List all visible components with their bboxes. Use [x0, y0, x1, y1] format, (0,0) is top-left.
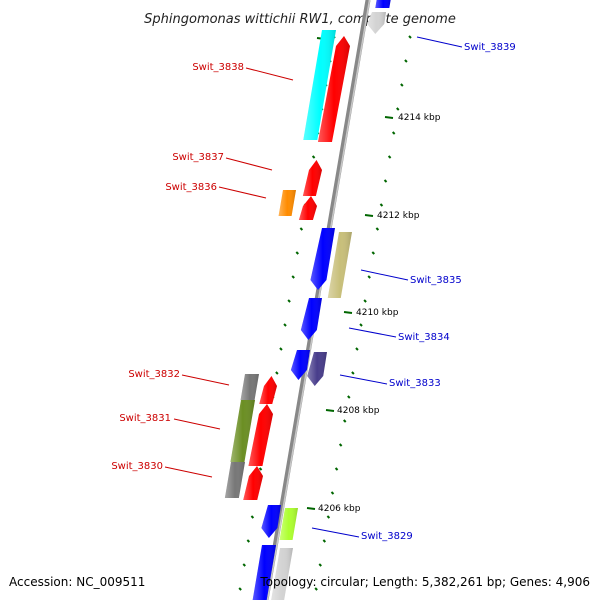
- gene-red-3830: [243, 466, 263, 500]
- kbp-label-4206: 4206 kbp: [318, 504, 361, 514]
- gene-features: [224, 0, 391, 600]
- gene-label-swit-3835[interactable]: Swit_3835: [410, 275, 462, 286]
- gene-label-swit-3837[interactable]: Swit_3837: [172, 152, 224, 163]
- leader-swit-3834: [348, 327, 397, 338]
- major-tick: [384, 116, 394, 119]
- leader-swit-3832: [181, 374, 230, 386]
- leader-swit-3837: [225, 157, 273, 171]
- gene-red-3831: [248, 404, 273, 466]
- gene-label-swit-3832[interactable]: Swit_3832: [128, 369, 180, 380]
- gene-bottom-gray: [271, 548, 293, 600]
- leader-swit-3833: [339, 374, 388, 385]
- gene-swit-3835: [327, 232, 352, 298]
- gene-label-swit-3829[interactable]: Swit_3829: [361, 531, 413, 542]
- gene-cyan-3838: [303, 30, 336, 140]
- leader-swit-3838: [245, 67, 294, 81]
- leader-swit-3829: [311, 527, 360, 538]
- gene-swit-3836-red: [298, 196, 317, 220]
- leader-swit-3835: [360, 269, 409, 281]
- kbp-label-4208: 4208 kbp: [337, 406, 380, 416]
- gene-swit-3833-blue: [290, 350, 310, 380]
- tick-rail-right: [314, 35, 412, 591]
- major-tick: [364, 214, 374, 217]
- gene-swit-3839-top: [375, 0, 391, 8]
- major-tick: [306, 507, 316, 510]
- leader-lines: [164, 36, 463, 538]
- gene-bottom-blue: [252, 545, 276, 600]
- gene-swit-3833: [307, 352, 327, 386]
- kbp-label-4214: 4214 kbp: [398, 113, 441, 123]
- map-title: Sphingomonas wittichii RW1, complete gen…: [144, 12, 456, 27]
- leader-swit-3839: [416, 36, 463, 48]
- major-tick: [325, 409, 335, 412]
- leader-swit-3830: [164, 466, 213, 478]
- gene-swit-3830: [224, 462, 245, 498]
- gene-swit-3837: [302, 160, 322, 196]
- topology-text: Topology: circular; Length: 5,382,261 bp…: [259, 575, 590, 589]
- gene-label-swit-3838[interactable]: Swit_3838: [192, 62, 244, 73]
- kbp-labels: 4214 kbp 4212 kbp 4210 kbp 4208 kbp 4206…: [318, 113, 441, 514]
- gene-swit-3829-blue: [261, 505, 281, 538]
- gene-label-swit-3830[interactable]: Swit_3830: [111, 461, 163, 472]
- accession-text: Accession: NC_009511: [9, 575, 145, 589]
- gene-label-swit-3834[interactable]: Swit_3834: [398, 332, 450, 343]
- gene-swit-3836: [278, 190, 296, 216]
- gene-swit-3831: [230, 400, 255, 462]
- gene-swit-3835-blue: [310, 228, 335, 290]
- leader-swit-3836: [218, 186, 267, 199]
- gene-label-swit-3833[interactable]: Swit_3833: [389, 378, 441, 389]
- major-tick: [343, 311, 353, 314]
- kbp-label-4210: 4210 kbp: [356, 308, 399, 318]
- gene-swit-3832-red: [259, 376, 277, 404]
- gene-label-swit-3831[interactable]: Swit_3831: [119, 413, 171, 424]
- gene-swit-3829: [279, 508, 298, 540]
- kbp-label-4212: 4212 kbp: [377, 211, 420, 221]
- gene-swit-3839: [367, 12, 386, 34]
- gene-label-swit-3836[interactable]: Swit_3836: [165, 182, 217, 193]
- tick-rails: [238, 35, 412, 591]
- gene-swit-3838: [317, 36, 350, 142]
- gene-swit-3834: [300, 298, 322, 340]
- gene-swit-3832: [240, 374, 259, 400]
- leader-swit-3831: [173, 418, 221, 430]
- gene-label-swit-3839[interactable]: Swit_3839: [464, 42, 516, 53]
- gene-labels: Swit_3839 Swit_3838 Swit_3837 Swit_3836 …: [111, 42, 515, 542]
